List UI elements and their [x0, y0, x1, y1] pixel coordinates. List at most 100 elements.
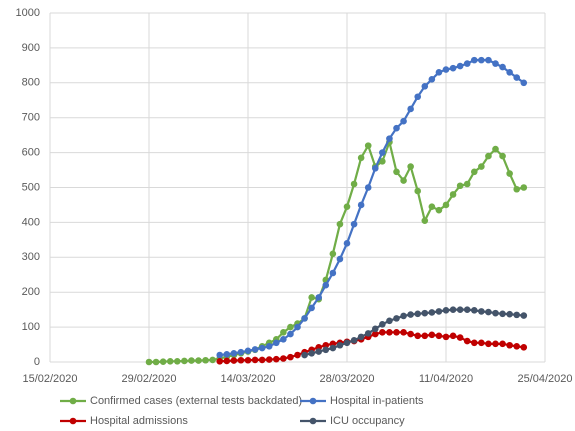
- legend-label: Hospital admissions: [90, 415, 188, 427]
- data-point: [478, 163, 485, 170]
- data-point: [393, 315, 400, 322]
- data-point: [336, 220, 344, 228]
- data-point: [414, 93, 422, 101]
- data-point: [393, 124, 400, 132]
- data-point: [470, 56, 478, 64]
- data-point: [287, 353, 294, 361]
- data-point: [414, 187, 422, 195]
- data-point: [414, 310, 422, 318]
- data-point: [442, 201, 450, 209]
- data-point: [357, 154, 365, 162]
- legend-label: Hospital in-patients: [330, 395, 424, 407]
- data-point: [442, 66, 450, 73]
- data-point: [329, 250, 337, 258]
- data-point: [428, 76, 436, 83]
- data-point: [195, 357, 202, 364]
- data-point: [478, 308, 485, 315]
- data-point: [315, 294, 323, 301]
- data-point: [463, 180, 471, 188]
- data-point: [513, 74, 521, 81]
- data-point: [499, 63, 506, 71]
- data-point: [442, 333, 450, 341]
- data-point: [364, 184, 372, 191]
- data-point: [272, 339, 280, 347]
- data-point: [294, 323, 301, 331]
- y-tick-label: 0: [34, 356, 40, 368]
- data-point: [463, 60, 471, 67]
- data-point: [421, 217, 429, 224]
- data-point: [315, 348, 323, 355]
- data-point: [209, 356, 216, 364]
- data-point: [478, 56, 485, 64]
- data-point: [400, 117, 407, 125]
- data-point: [265, 342, 273, 350]
- data-point: [371, 330, 379, 338]
- data-point: [258, 356, 266, 364]
- data-point: [393, 168, 400, 176]
- data-point: [456, 334, 464, 341]
- data-point: [357, 333, 365, 341]
- y-tick-label: 600: [22, 147, 40, 159]
- data-point: [513, 311, 521, 319]
- data-point: [421, 332, 429, 340]
- data-point: [513, 342, 521, 350]
- data-point: [272, 355, 280, 363]
- data-point: [216, 351, 224, 359]
- data-point: [364, 330, 372, 337]
- data-point: [386, 135, 393, 142]
- data-point: [435, 69, 443, 76]
- data-point: [485, 56, 492, 64]
- data-point: [379, 149, 386, 156]
- data-point: [265, 356, 273, 363]
- data-point: [350, 337, 358, 344]
- data-point: [421, 82, 429, 90]
- data-point: [329, 269, 337, 277]
- data-point: [322, 281, 330, 289]
- data-point: [449, 332, 457, 340]
- y-tick-label: 1000: [16, 7, 40, 19]
- data-point: [223, 351, 231, 358]
- data-point: [350, 180, 358, 188]
- data-point: [343, 203, 351, 210]
- series-line: [304, 308, 524, 357]
- data-point: [287, 323, 294, 331]
- data-point: [379, 158, 386, 165]
- data-point: [386, 317, 393, 325]
- data-point: [181, 357, 188, 365]
- data-point: [308, 349, 315, 357]
- data-point: [308, 304, 315, 312]
- data-point: [400, 329, 407, 336]
- legend-swatch-marker: [309, 397, 317, 405]
- data-point: [173, 358, 181, 365]
- data-point: [237, 348, 245, 356]
- data-point: [407, 105, 414, 113]
- data-point: [449, 64, 457, 72]
- data-point: [329, 344, 337, 352]
- x-tick-label: 15/02/2020: [22, 373, 77, 385]
- data-point: [159, 358, 167, 365]
- data-point: [343, 240, 351, 247]
- data-point: [435, 332, 443, 340]
- data-point: [230, 357, 238, 364]
- data-point: [336, 341, 344, 349]
- data-point: [520, 344, 528, 351]
- data-point: [379, 321, 386, 328]
- data-point: [428, 203, 436, 210]
- legend-label: Confirmed cases (external tests backdate…: [90, 395, 302, 407]
- data-point: [492, 309, 499, 317]
- y-tick-label: 400: [22, 216, 40, 228]
- legend-swatch-marker: [309, 417, 317, 425]
- legend-swatch-marker: [69, 397, 77, 405]
- data-point: [393, 329, 400, 336]
- data-point: [478, 339, 485, 347]
- data-point: [343, 339, 351, 347]
- data-point: [223, 357, 231, 365]
- data-point: [188, 357, 195, 364]
- data-point: [230, 349, 238, 357]
- data-point: [499, 152, 506, 160]
- data-point: [492, 340, 499, 348]
- data-point: [506, 310, 513, 318]
- x-tick-label: 29/02/2020: [121, 373, 176, 385]
- legend-label: ICU occupancy: [330, 415, 405, 427]
- data-point: [470, 168, 478, 176]
